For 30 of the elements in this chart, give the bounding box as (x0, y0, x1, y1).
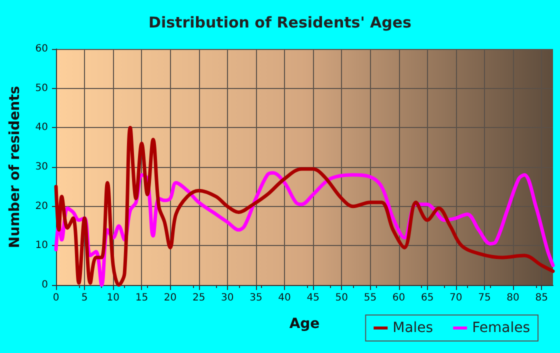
x-tick-label: 0 (52, 292, 60, 304)
x-tick-label: 55 (364, 292, 377, 304)
x-tick-label: 75 (478, 292, 491, 304)
x-axis-title: Age (289, 316, 320, 332)
x-tick-label: 80 (506, 292, 520, 304)
x-tick-label: 60 (392, 292, 406, 304)
x-tick-label: 45 (306, 292, 320, 304)
x-tick-label: 30 (221, 292, 234, 304)
x-tick-label: 25 (192, 292, 206, 304)
y-axis-title: Number of residents (7, 86, 23, 248)
y-tick-label: 30 (35, 162, 48, 172)
x-tick-label: 20 (164, 292, 177, 304)
x-tick-label: 35 (250, 292, 262, 304)
x-tick-label: 65 (420, 292, 434, 304)
y-tick-label: 50 (35, 82, 48, 94)
y-tick-label: 10 (35, 240, 48, 252)
x-tick-label: 40 (278, 292, 291, 304)
x-tick-label: 10 (106, 292, 120, 304)
legend-label: Females (472, 320, 530, 336)
x-tick-label: 5 (81, 292, 88, 304)
legend-label: Males (392, 320, 434, 336)
x-tick-label: 50 (335, 292, 348, 304)
y-tick-label: 40 (35, 122, 48, 134)
y-tick-label: 20 (35, 200, 48, 212)
x-tick-label: 70 (450, 292, 462, 304)
chart-title: Distribution of Residents' Ages (148, 14, 412, 32)
x-tick-label: 85 (535, 292, 548, 304)
y-tick-label: 60 (35, 44, 48, 54)
x-tick-label: 15 (135, 292, 148, 304)
y-tick-label: 0 (42, 280, 48, 290)
